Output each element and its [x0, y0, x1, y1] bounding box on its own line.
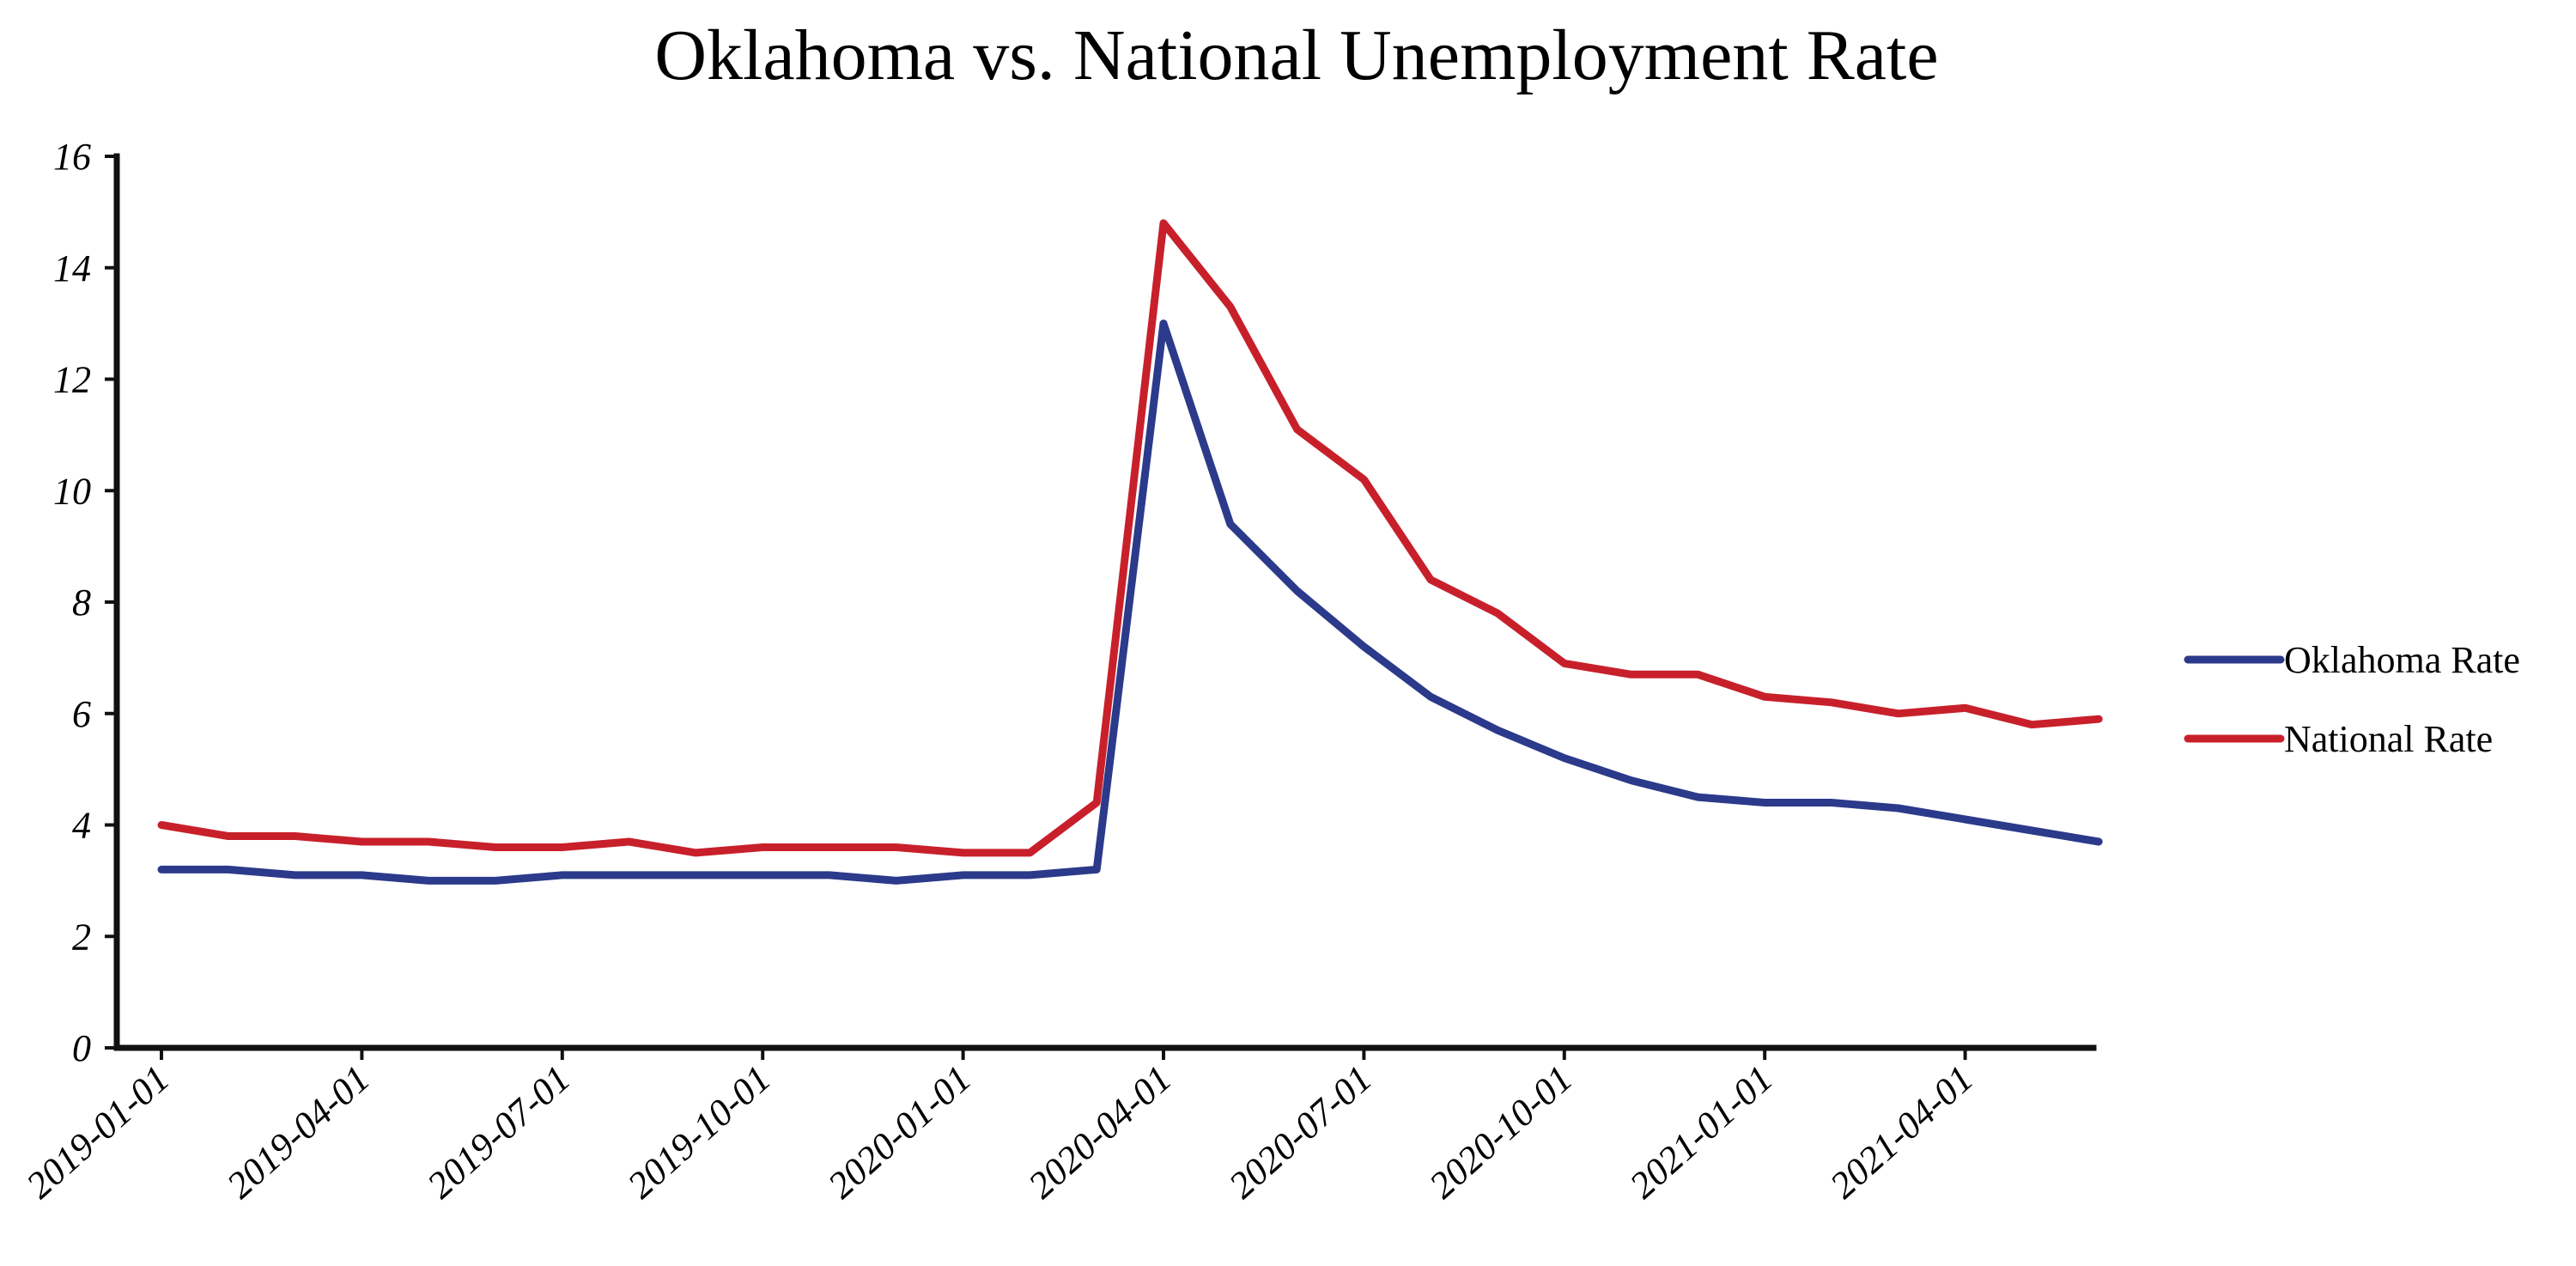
x-axis-ticks: 2019-01-01 2019-04-01 2019-07-01 2019-10-01… — [18, 1048, 1981, 1207]
y-tick-label: 2 — [72, 916, 91, 958]
x-tick-label: 2021-04-01 — [1822, 1057, 1981, 1207]
y-tick-label: 12 — [53, 359, 91, 401]
chart-title: Oklahoma vs. National Unemployment Rate — [654, 15, 1938, 95]
y-tick-label: 16 — [53, 136, 91, 178]
x-tick-label: 2019-07-01 — [419, 1057, 578, 1207]
series-line-national-rate — [157, 219, 2103, 857]
x-tick-label: 2020-10-01 — [1421, 1057, 1580, 1207]
axes — [113, 153, 2097, 1051]
x-tick-label: 2020-04-01 — [1020, 1057, 1179, 1207]
x-tick-label: 2020-07-01 — [1221, 1057, 1380, 1207]
y-tick-label: 6 — [72, 693, 91, 735]
series-layer — [157, 219, 2103, 885]
y-tick-label: 14 — [53, 247, 91, 289]
y-tick-label: 0 — [72, 1027, 91, 1069]
y-axis-ticks: 0 2 4 6 8 10 12 14 16 — [53, 136, 117, 1069]
y-tick-label: 4 — [72, 805, 91, 847]
y-tick-label: 10 — [53, 470, 91, 512]
legend-label-oklahoma-rate: Oklahoma Rate — [2284, 639, 2520, 681]
x-tick-label: 2020-01-01 — [820, 1057, 979, 1207]
x-tick-label: 2019-04-01 — [219, 1057, 378, 1207]
legend: Oklahoma Rate National Rate — [2184, 639, 2520, 760]
x-tick-label: 2019-10-01 — [620, 1057, 779, 1207]
legend-label-national-rate: National Rate — [2284, 718, 2493, 760]
series-line-oklahoma-rate — [157, 320, 2103, 885]
x-tick-label: 2019-01-01 — [18, 1057, 177, 1207]
y-tick-label: 8 — [72, 581, 91, 624]
x-tick-label: 2021-01-01 — [1622, 1057, 1781, 1207]
